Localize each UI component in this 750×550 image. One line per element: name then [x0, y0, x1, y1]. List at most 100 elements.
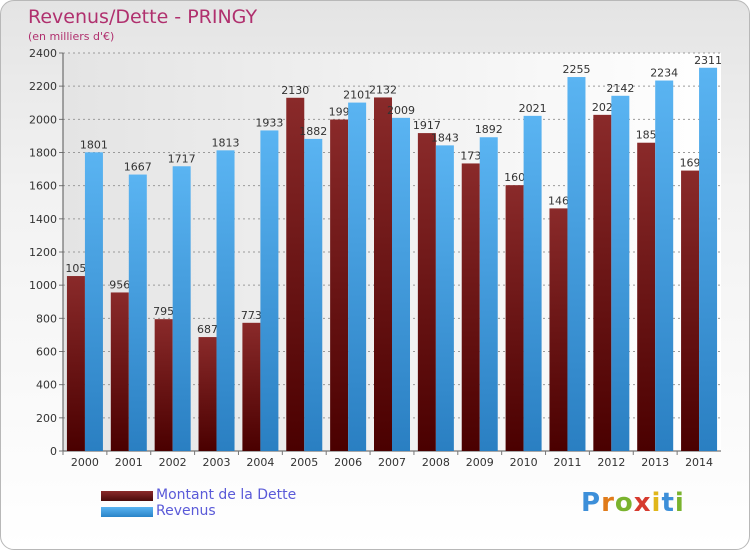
data-label-dette: 2130	[281, 84, 309, 97]
x-tick-label: 2005	[290, 456, 318, 469]
data-label-dette: 687	[197, 323, 218, 336]
y-tick-label: 2400	[29, 47, 57, 60]
x-tick-label: 2013	[641, 456, 669, 469]
x-tick-label: 2011	[553, 456, 581, 469]
data-label-dette: 773	[241, 309, 262, 322]
x-tick-label: 2007	[378, 456, 406, 469]
data-label-dette: 199	[329, 105, 350, 118]
data-label-revenus: 1717	[168, 152, 196, 165]
bar-dette	[505, 185, 524, 451]
legend-label-dette: Montant de la Dette	[156, 487, 297, 503]
bar-revenus	[172, 166, 191, 451]
data-label-revenus: 1801	[80, 138, 108, 151]
x-tick-label: 2002	[159, 456, 187, 469]
legend-swatch-dette	[101, 491, 153, 501]
x-tick-label: 2014	[685, 456, 713, 469]
bar-revenus	[260, 130, 279, 452]
data-label-dette: 146	[548, 194, 569, 207]
logo-letter: t	[661, 488, 675, 518]
data-label-dette: 1917	[413, 119, 441, 132]
x-tick-label: 2009	[466, 456, 494, 469]
logo-letter: i	[674, 488, 685, 518]
legend-label-revenus: Revenus	[156, 503, 216, 519]
data-label-revenus: 1667	[124, 161, 152, 174]
logo-letter: P	[581, 488, 602, 518]
bar-dette	[461, 163, 480, 451]
bar-dette	[417, 133, 436, 451]
bar-revenus	[611, 95, 630, 451]
bar-dette	[110, 292, 129, 451]
chart-subtitle: (en milliers d'€)	[28, 30, 115, 43]
bar-revenus	[567, 77, 586, 451]
data-label-revenus: 2142	[606, 82, 634, 95]
x-tick-label: 2004	[246, 456, 274, 469]
chart-title: Revenus/Dette - PRINGY	[28, 6, 258, 28]
x-tick-label: 2003	[203, 456, 231, 469]
bar-dette	[549, 208, 568, 451]
y-tick-label: 1600	[29, 180, 57, 193]
data-label-dette: 956	[109, 278, 130, 291]
bar-dette	[637, 142, 656, 452]
bar-revenus	[655, 80, 674, 452]
bar-revenus	[392, 117, 410, 452]
y-tick-label: 1400	[29, 213, 57, 226]
y-tick-label: 600	[36, 346, 57, 359]
data-label-revenus: 1933	[255, 116, 283, 129]
y-tick-label: 2200	[29, 80, 57, 93]
y-tick-label: 1000	[29, 279, 57, 292]
proxiti-logo: Proxiti	[581, 488, 685, 518]
bar-dette	[681, 170, 700, 451]
data-label-dette: 795	[153, 305, 174, 318]
bar-dette	[198, 337, 217, 451]
data-label-revenus: 2101	[343, 89, 371, 102]
y-tick-label: 200	[36, 412, 57, 425]
data-label-revenus: 2009	[387, 104, 415, 117]
x-tick-label: 2008	[422, 456, 450, 469]
bar-dette	[330, 119, 349, 451]
logo-letter: o	[614, 488, 634, 518]
data-label-dette: 105	[65, 262, 86, 275]
bar-revenus	[84, 152, 103, 451]
data-label-revenus: 2021	[519, 102, 547, 115]
bar-dette	[286, 97, 305, 452]
legend-swatch-revenus	[101, 507, 153, 517]
data-label-revenus: 2255	[562, 63, 590, 76]
data-label-revenus: 1892	[475, 123, 503, 136]
logo-letter: x	[633, 488, 652, 518]
bar-revenus	[523, 115, 542, 451]
data-label-dette: 202	[592, 101, 613, 114]
x-tick-label: 2010	[510, 456, 538, 469]
x-tick-label: 2012	[597, 456, 625, 469]
data-label-revenus: 1843	[431, 131, 459, 144]
y-tick-label: 0	[50, 445, 57, 458]
bar-dette	[154, 319, 173, 451]
data-label-revenus: 2311	[694, 54, 722, 67]
y-tick-label: 2000	[29, 113, 57, 126]
bar-revenus	[216, 150, 235, 451]
x-tick-label: 2001	[115, 456, 143, 469]
data-label-dette: 185	[636, 129, 657, 142]
bar-revenus	[128, 174, 147, 451]
bar-revenus	[435, 145, 454, 451]
y-tick-label: 1800	[29, 147, 57, 160]
data-label-revenus: 2234	[650, 67, 678, 80]
data-label-dette: 173	[460, 149, 481, 162]
bar-dette	[593, 114, 612, 451]
data-label-revenus: 1813	[212, 136, 240, 149]
bar-revenus	[304, 138, 323, 451]
logo-letter: r	[601, 488, 615, 518]
bar-dette	[66, 276, 85, 451]
logo-letter: i	[651, 488, 662, 518]
bar-revenus	[699, 67, 718, 452]
y-tick-label: 400	[36, 379, 57, 392]
data-label-dette: 169	[680, 157, 701, 170]
y-tick-label: 1200	[29, 246, 57, 259]
x-tick-label: 2006	[334, 456, 362, 469]
data-label-revenus: 1882	[299, 125, 327, 138]
data-label-dette: 2132	[369, 83, 397, 96]
bar-revenus	[479, 137, 498, 451]
bar-dette	[374, 97, 392, 452]
x-tick-label: 2000	[71, 456, 99, 469]
